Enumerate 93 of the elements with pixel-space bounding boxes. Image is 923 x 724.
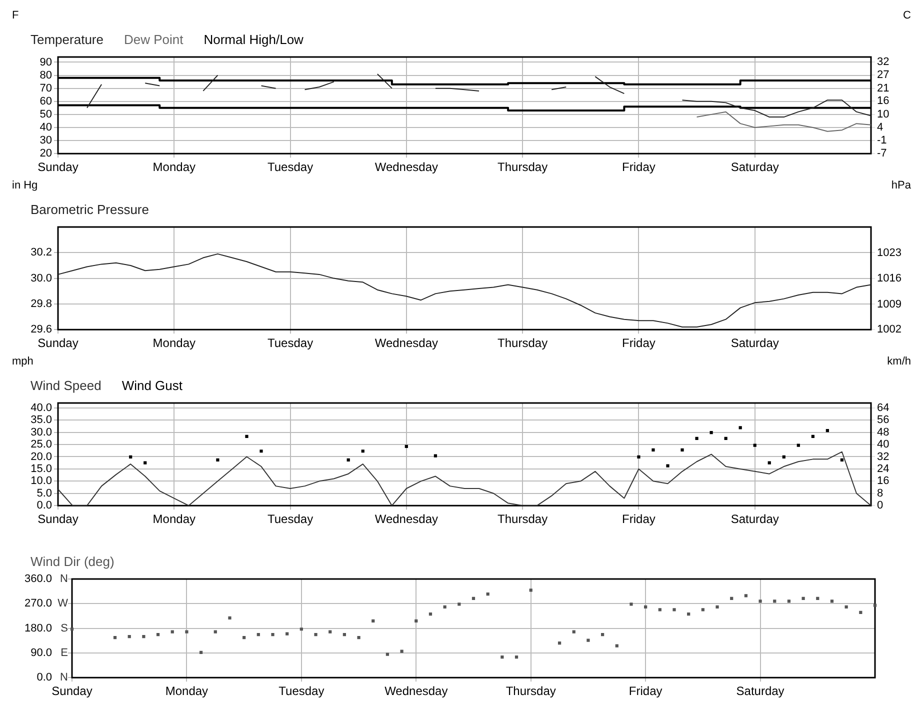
y-tick-label: 70 [40,82,52,94]
y-tick-label: 15.0 [30,462,52,475]
text: Normal High/Low [204,32,304,48]
y-tick-label: 180.0 [24,622,52,634]
text: Wind Dir (deg) [30,554,114,570]
y2-tick-label: 16 [877,475,890,488]
y-tick-label: 50 [40,108,52,120]
y2-tick-label: 40 [877,438,890,451]
y-tick-label: 10.0 [30,475,52,488]
y-tick-label: 30.2 [30,246,52,259]
text: Barometric Pressure [30,202,149,218]
y2-tick-label: 1023 [877,246,902,259]
y2-tick-label: 48 [877,426,890,438]
y-tick-label: 30.0 [30,426,52,438]
y-tick-label: 30 [40,134,52,147]
text: Wind Speed [30,378,102,394]
y2-tick-label: -1 [877,134,887,146]
x-tick-label: Thursday [498,512,548,526]
y2-tick-label: 4 [877,122,884,134]
y-tick-label: 0.0 [36,672,52,684]
text: Temperature [30,32,104,48]
x-tick-label: Monday [152,336,196,350]
y-tick-label: 60 [40,95,52,108]
y-tick-label: 29.8 [30,298,52,310]
y2-tick-label: 64 [877,402,890,414]
y-axis-title: in Hg [12,180,38,192]
x-tick-label: Sunday [38,336,78,350]
x-tick-label: Tuesday [267,512,314,526]
x-tick-label: Monday [152,512,196,526]
text: Dew Point [124,32,184,48]
x-tick-label: Thursday [498,160,548,174]
y2-axis-title: km/h [887,356,911,368]
y2-tick-label: 32 [877,450,890,463]
x-tick-label: Thursday [498,336,548,350]
x-tick-label: Sunday [52,684,92,698]
x-tick-label: Sunday [38,160,78,174]
y-tick-label: 40.0 [30,402,52,414]
y-tick-label: 29.6 [30,324,52,336]
y-tick-label: 5.0 [36,487,52,500]
x-tick-label: Saturday [730,512,779,526]
y2-tick-label: 1016 [877,272,902,285]
text: W [58,598,69,610]
x-tick-label: Saturday [736,684,784,698]
y2-tick-label: -7 [877,148,887,160]
x-tick-label: Thursday [506,684,556,698]
y2-tick-label: 21 [877,82,890,94]
x-tick-label: Tuesday [267,160,314,174]
x-tick-label: Monday [152,160,196,174]
x-tick-label: Friday [622,160,656,174]
y-tick-label: 35.0 [30,414,52,426]
x-tick-label: Sunday [38,512,78,526]
y-tick-label: 0.0 [36,500,52,512]
x-tick-label: Tuesday [278,684,324,698]
text: Wind Gust [122,378,183,394]
y-tick-label: 360.0 [24,573,52,586]
y2-tick-label: 10 [877,108,890,120]
x-tick-label: Wednesday [374,336,438,350]
y2-tick-label: 32 [877,56,890,68]
text: N [60,672,68,684]
x-tick-label: Tuesday [267,336,314,350]
y-axis-title: mph [12,356,34,368]
x-tick-label: Friday [622,512,656,526]
y2-axis-title: hPa [891,180,912,192]
text: N [60,573,68,586]
y2-tick-label: 0 [877,500,884,512]
x-tick-label: Wednesday [374,160,438,174]
y-tick-label: 270.0 [24,598,52,610]
x-tick-label: Saturday [730,336,779,350]
x-tick-label: Wednesday [384,684,448,698]
y-tick-label: 90.0 [30,646,52,659]
y2-tick-label: 1002 [877,324,902,336]
y-tick-label: 40 [40,122,52,134]
y-tick-label: 30.0 [30,272,52,284]
y2-tick-label: 1009 [877,298,902,310]
x-tick-label: Saturday [730,160,779,174]
x-tick-label: Friday [622,336,656,350]
y-tick-label: 25.0 [30,438,52,451]
y-tick-label: 90 [40,56,52,68]
x-tick-label: Wednesday [374,512,438,526]
y2-axis-title: C [903,10,912,22]
y2-tick-label: 27 [877,69,890,82]
text: E [60,646,68,659]
x-tick-label: Monday [165,684,208,698]
y-axis-title: F [12,10,19,22]
y-tick-label: 80 [40,69,52,82]
x-tick-label: Friday [628,684,662,698]
y2-tick-label: 8 [877,487,884,500]
y2-tick-label: 16 [877,95,890,108]
text: S [60,622,68,634]
y2-tick-label: 56 [877,414,890,426]
y-tick-label: 20.0 [30,450,52,463]
y-tick-label: 20 [40,148,52,160]
y2-tick-label: 24 [877,462,890,475]
